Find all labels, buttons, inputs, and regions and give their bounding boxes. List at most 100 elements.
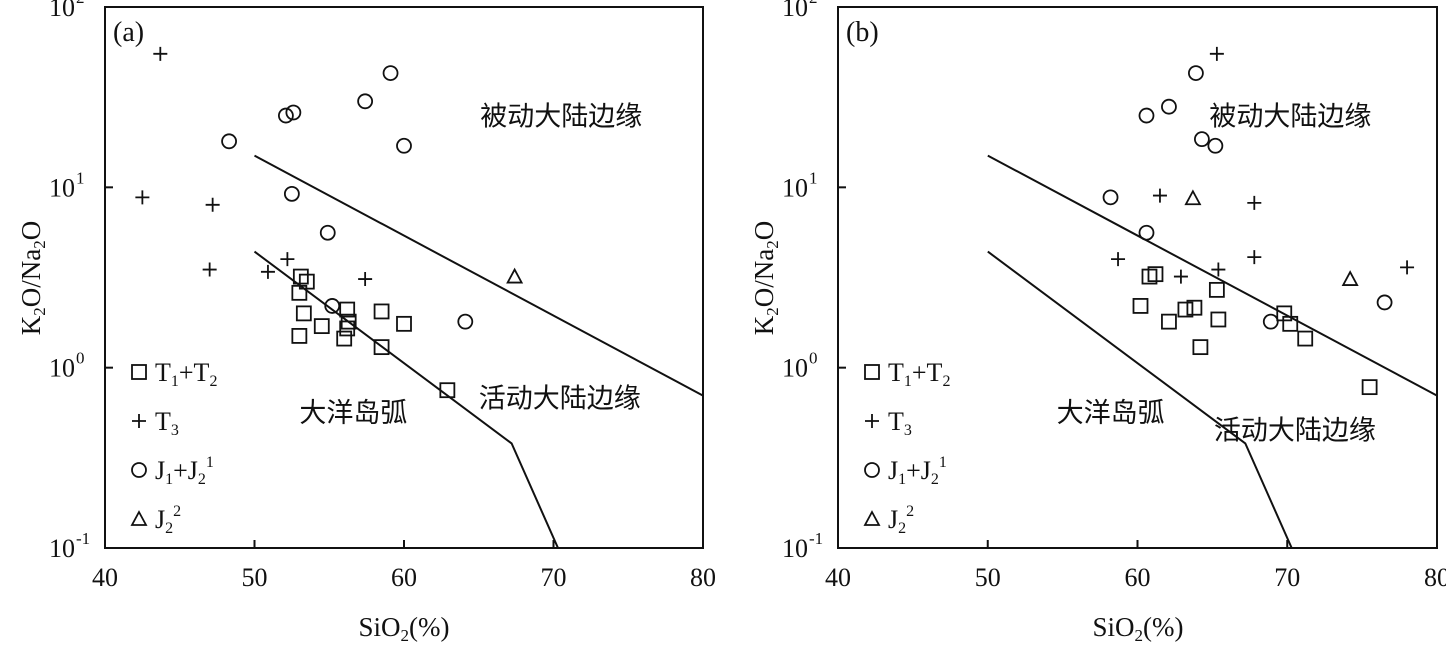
x-axis-label-part: (%) [409,612,449,642]
data-point-square-shape [1147,266,1164,283]
y-tick-base: 10 [782,354,808,383]
data-point-square [291,328,308,344]
data-point-square [292,268,309,285]
data-point-plus [202,262,217,277]
data-point-square-shape [291,328,308,344]
data-point-plus [1247,195,1262,210]
data-point-plus-shape [205,197,220,212]
y-tick-label: 10 [49,354,75,383]
data-point-circle [1138,224,1155,241]
y-axis-label-subscript: 2 [763,307,782,316]
data-point-circle-shape [1161,98,1177,115]
y-axis-label-part: O/Na [749,249,779,307]
data-point-circle-shape [1262,313,1279,330]
legend-marker-plus-shape [865,414,879,428]
data-point-plus [135,190,150,205]
data-point-plus [260,264,275,279]
data-point-triangle [1341,270,1359,286]
region-label-arc: 大洋岛弧 [299,398,407,428]
data-point-square-shape [339,320,356,337]
region-label-passive: 被动大陆边缘 [480,102,642,132]
legend-label-subscript: 2 [942,373,950,390]
y-axis-label-part: O [749,221,779,241]
legend-label-part: T [888,358,904,387]
legend-marker-square-shape [131,364,147,380]
data-point-square-shape [291,284,308,301]
data-point-plus-shape [1247,250,1262,265]
legend-marker-square-shape [864,364,880,380]
legend-label-superscript: 1 [939,454,947,471]
data-point-square [1186,299,1203,316]
data-point-circle [319,224,336,241]
y-tick-base: 10 [782,0,808,22]
legend-marker-plus [132,414,146,428]
data-point-circle [1376,294,1393,311]
data-point-square-shape [339,301,356,318]
legend-label-part: +J [906,456,931,485]
data-point-circle [1138,107,1155,124]
data-point-square [373,303,390,320]
data-point-plus [358,272,373,287]
legend-label-part: J [155,505,165,534]
data-point-plus [1211,262,1226,277]
region-label-active: 活动大陆边缘 [1214,415,1376,445]
data-point-square-shape [1161,313,1177,330]
legend-label-subscript: 2 [898,520,906,537]
x-tick-label: 70 [1274,563,1300,592]
data-point-plus [1209,46,1224,61]
legend-marker-triangle-shape [130,510,148,526]
data-point-triangle [506,267,524,284]
data-point-plus [1400,260,1415,275]
boundary-line-passive-active [254,154,703,397]
data-point-plus-shape [1152,188,1167,203]
y-axis-label-part: K [16,315,46,335]
data-point-square-shape [1141,268,1158,285]
legend-label-part: J [155,456,165,485]
x-tick-label: 40 [825,563,851,592]
legend-label-superscript: 1 [206,454,214,471]
data-point-circle [1188,65,1204,81]
data-point-circle [457,313,474,330]
data-point-square-shape [1208,281,1225,298]
data-point-square [339,301,356,318]
data-point-circle-shape [1138,224,1155,241]
y-tick-base: 10 [782,173,808,202]
data-point-circle-shape [457,313,474,330]
data-point-square [1161,313,1177,330]
x-tick-label: 50 [242,563,268,592]
data-point-circle [285,104,302,121]
legend-marker-triangle [130,510,148,526]
panel-label: (b) [846,17,879,48]
legend-label-subscript: 3 [904,422,912,439]
legend-marker-triangle [863,510,881,526]
data-point-triangle-shape [1341,270,1359,286]
data-point-square [1361,379,1378,396]
data-point-plus-shape [1111,252,1126,267]
data-point-square-shape [1186,299,1203,316]
region-label-arc: 大洋岛弧 [1057,398,1165,428]
legend-marker-circle [864,462,880,478]
data-point-circle [1161,98,1177,115]
data-point-square-shape [1361,379,1378,396]
legend-label: J1+J21 [888,454,947,488]
legend-label-part: +J [173,456,198,485]
data-point-plus-shape [135,190,150,205]
data-point-square-shape [336,330,353,347]
y-tick-exponent: 0 [809,349,818,368]
legend-marker-square [131,364,147,380]
data-point-square-shape [1177,301,1194,318]
y-tick-exponent: 2 [809,0,818,7]
legend-label-subscript: 1 [904,373,912,390]
x-axis-label: SiO2(%) [1092,612,1183,645]
data-point-circle [1262,313,1279,330]
data-point-plus-shape [1173,269,1188,284]
data-point-plus-shape [1247,195,1262,210]
data-point-square [291,284,308,301]
data-point-circle [1102,189,1119,206]
data-point-circle-shape [324,298,341,314]
y-tick-exponent: 1 [76,168,85,187]
chart-panel-b: 405060708010210110010-1被动大陆边缘活动大陆边缘大洋岛弧(… [749,0,1446,645]
data-point-circle-shape [1188,65,1204,81]
legend-marker-square [864,364,880,380]
